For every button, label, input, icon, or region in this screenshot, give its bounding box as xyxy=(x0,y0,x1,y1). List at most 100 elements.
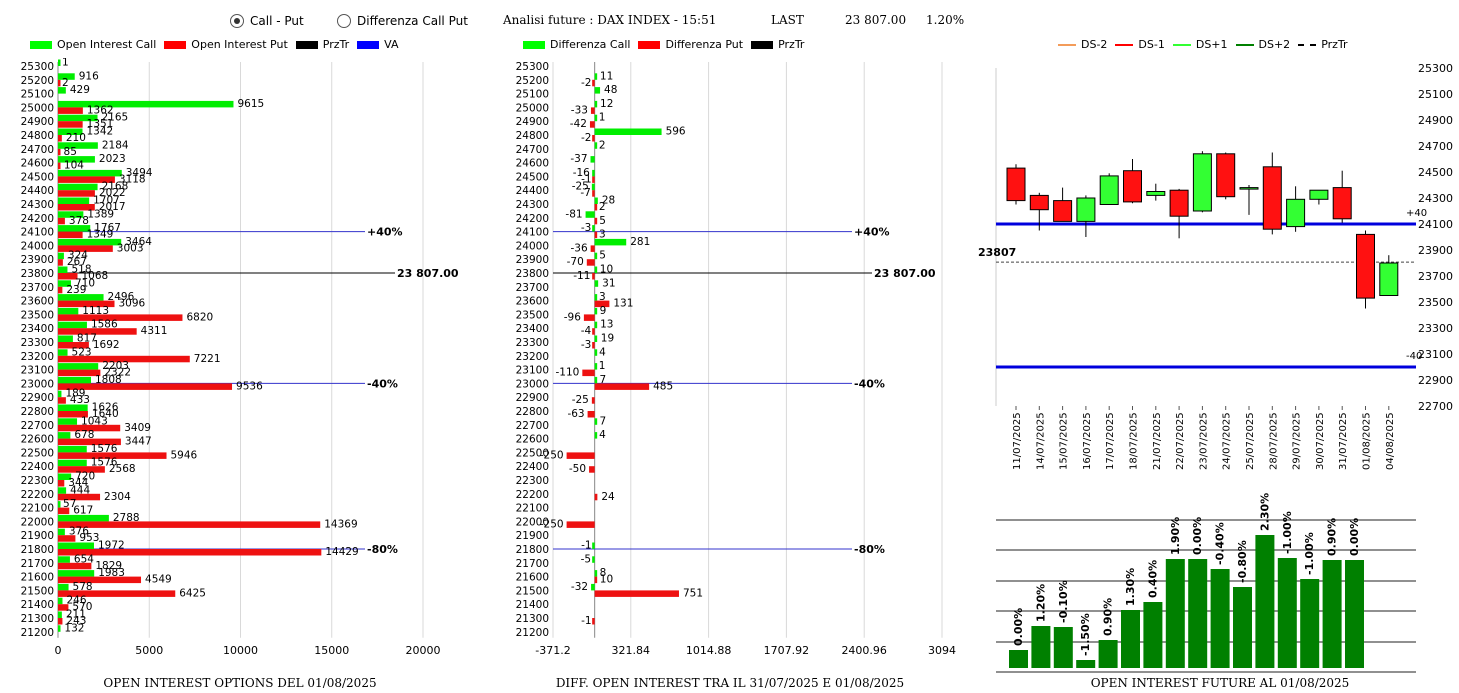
put-bar-label: -250 xyxy=(540,449,564,461)
call-bar-label: 48 xyxy=(604,84,617,96)
radio-diff-call-put[interactable]: Differenza Call Put xyxy=(337,14,468,28)
x-tick-label: 15000 xyxy=(314,644,349,657)
call-bar xyxy=(58,597,63,605)
oi-bar-label: 2.30% xyxy=(1258,493,1271,531)
strike-label: 24400 xyxy=(516,185,549,197)
call-bar xyxy=(58,73,75,80)
call-bar-label: 7 xyxy=(599,374,606,386)
diff-legend-item: Differenza Put xyxy=(638,38,743,51)
oi-bar-label: -1.00% xyxy=(1303,532,1316,575)
call-bar-label: 1576 xyxy=(91,443,118,455)
put-bar xyxy=(58,245,113,252)
put-bar-label: 570 xyxy=(72,601,92,613)
oi-bar-label: -0.40% xyxy=(1214,522,1227,565)
put-bar xyxy=(58,369,101,377)
strike-label: 22000 xyxy=(516,516,549,528)
put-bar-label: 2022 xyxy=(99,187,126,199)
call-bar-label: 11 xyxy=(600,70,613,82)
call-bar-label: 376 xyxy=(69,526,89,538)
call-bar-label: 1972 xyxy=(98,540,125,552)
range-line-label: -80% xyxy=(367,543,398,556)
strike-label: 22500 xyxy=(516,447,549,459)
put-bar xyxy=(58,411,88,418)
call-bar xyxy=(594,128,662,135)
call-bar xyxy=(594,114,598,122)
put-bar xyxy=(566,452,595,459)
call-bar xyxy=(58,473,72,480)
put-bar-label: -42 xyxy=(570,118,587,130)
put-bar xyxy=(58,314,183,321)
call-bar-label: -32 xyxy=(571,581,588,593)
oi-bar xyxy=(1255,535,1275,668)
strike-label: 24900 xyxy=(21,116,54,128)
put-bar-label: 243 xyxy=(66,615,86,627)
call-bar xyxy=(58,487,67,494)
call-bar-label: 28 xyxy=(602,195,615,207)
future-legend-item: DS-2 xyxy=(1058,38,1107,51)
strike-label: 25000 xyxy=(21,102,54,114)
candle-body xyxy=(1099,175,1119,206)
call-bar xyxy=(58,542,94,549)
call-bar xyxy=(58,363,99,370)
strike-label: 23200 xyxy=(516,351,549,363)
y-tick-label: 24100 xyxy=(1418,218,1453,231)
call-bar xyxy=(58,87,66,94)
call-bar-label: 578 xyxy=(73,581,93,593)
call-bar-label: 19 xyxy=(601,333,614,345)
call-bar xyxy=(592,542,595,549)
radio-call-put[interactable]: Call - Put xyxy=(230,14,304,28)
put-bar xyxy=(594,493,598,501)
put-bar-label: 2 xyxy=(599,201,606,213)
strike-label: 22700 xyxy=(516,420,549,432)
strike-label: 23000 xyxy=(516,378,549,390)
date-label: 29/07/2025 xyxy=(1292,412,1303,470)
date-label: 24/07/2025 xyxy=(1222,412,1233,470)
put-bar-label: 3003 xyxy=(117,242,144,254)
call-bar xyxy=(58,197,90,204)
put-bar-label: -36 xyxy=(570,242,587,254)
legend-future: DS-2 DS-1 DS+1 DS+2 PrzTr xyxy=(1058,38,1348,51)
oi-bar xyxy=(1300,579,1320,668)
call-bar-label: 1767 xyxy=(94,222,121,234)
candle-body xyxy=(1332,187,1352,220)
date-label: 04/08/2025 xyxy=(1385,412,1396,470)
call-bar xyxy=(594,266,598,273)
put-bar-label: 6820 xyxy=(186,311,213,323)
call-bar xyxy=(591,183,595,191)
call-bar xyxy=(58,418,78,425)
put-bar xyxy=(590,107,595,114)
oi-legend-item: Open Interest Put xyxy=(164,38,288,51)
call-bar xyxy=(58,404,88,411)
strike-label: 23300 xyxy=(516,337,549,349)
call-bar-label: -37 xyxy=(570,153,587,165)
date-label: 25/07/2025 xyxy=(1245,412,1256,470)
oi-bar xyxy=(1121,610,1140,668)
strike-label: 21800 xyxy=(516,544,549,556)
put-bar-label: 210 xyxy=(66,132,86,144)
oi-bar xyxy=(1345,560,1364,668)
call-bar xyxy=(58,376,91,384)
call-bar xyxy=(594,197,598,204)
x-tick-label: 10000 xyxy=(223,644,258,657)
strike-label: 21200 xyxy=(516,627,549,639)
put-bar-label: 10 xyxy=(600,574,613,586)
price-line-label: 23 807.00 xyxy=(397,267,459,280)
call-bar xyxy=(594,432,598,439)
legend-swatch xyxy=(30,40,52,49)
future-candlestick-chart: 25300 25100 24900 24700 24500 24300 24100 23900… xyxy=(978,62,1453,470)
call-bar xyxy=(592,169,595,177)
put-bar xyxy=(58,535,76,542)
strike-label: 24700 xyxy=(516,144,549,156)
call-bar-label: 2184 xyxy=(102,139,129,151)
y-tick-label: 24500 xyxy=(1418,166,1453,179)
put-bar xyxy=(592,273,595,280)
put-bar xyxy=(58,383,233,390)
call-bar xyxy=(594,252,598,260)
put-bar xyxy=(592,618,595,625)
legend-label: VA xyxy=(384,38,399,51)
call-bar xyxy=(58,556,70,563)
call-bar xyxy=(58,321,87,329)
strike-label: 21900 xyxy=(21,530,54,542)
put-bar xyxy=(58,231,83,239)
call-bar xyxy=(58,142,98,149)
